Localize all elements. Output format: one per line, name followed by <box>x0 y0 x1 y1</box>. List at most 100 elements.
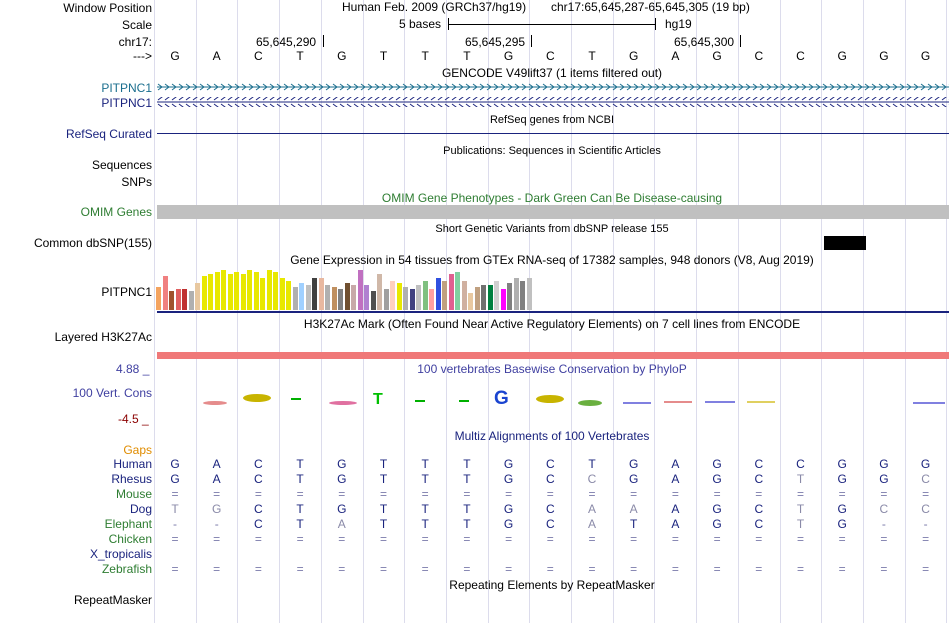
gtex-tissue-bar[interactable] <box>208 274 213 310</box>
snps-label[interactable]: SNPs <box>121 175 152 189</box>
gtex-tissue-bar[interactable] <box>416 285 421 310</box>
window-position[interactable]: chr17:65,645,287-65,645,305 (19 bp) <box>551 0 750 14</box>
dbsnp-track-title[interactable]: Short Genetic Variants from dbSNP releas… <box>435 223 669 235</box>
gencode-row-1-label[interactable]: PITPNC1 <box>101 81 152 95</box>
gtex-tissue-bar[interactable] <box>253 272 259 310</box>
gtex-tissue-bar[interactable] <box>169 291 174 310</box>
gtex-tissue-bar[interactable] <box>513 278 519 310</box>
gtex-tissue-bar[interactable] <box>247 270 252 310</box>
gtex-tissue-bar[interactable] <box>351 285 356 310</box>
species-label[interactable]: Rhesus <box>111 472 152 486</box>
gtex-tissue-bar[interactable] <box>292 287 298 310</box>
omim-track-title[interactable]: OMIM Gene Phenotypes - Dark Green Can Be… <box>381 191 723 205</box>
gtex-track-title[interactable]: Gene Expression in 54 tissues from GTEx … <box>290 253 814 267</box>
gtex-tissue-bar[interactable] <box>370 291 376 310</box>
gtex-tissue-bar[interactable] <box>526 278 532 310</box>
gencode-row-2-label[interactable]: PITPNC1 <box>101 96 152 110</box>
species-label[interactable]: Dog <box>129 502 152 516</box>
gtex-tissue-bar[interactable] <box>357 270 363 310</box>
refseq-track-title[interactable]: RefSeq genes from NCBI <box>489 114 615 126</box>
publications-track-title[interactable]: Publications: Sequences in Scientific Ar… <box>443 145 661 157</box>
phylop-label[interactable]: 100 Vert. Cons <box>72 386 152 400</box>
repeatmasker-track-title[interactable]: Repeating Elements by RepeatMasker <box>449 578 655 592</box>
species-label[interactable]: Mouse <box>115 487 152 501</box>
gtex-tissue-bar[interactable] <box>299 283 304 310</box>
h3k27ac-track-title[interactable]: H3K27Ac Mark (Often Found Near Active Re… <box>303 317 801 331</box>
gtex-tissue-bar[interactable] <box>396 283 402 310</box>
gtex-tissue-bar[interactable] <box>442 281 447 310</box>
gtex-tissue-bar[interactable] <box>325 285 330 310</box>
gencode-track-title[interactable]: GENCODE V49lift37 (1 items filtered out) <box>441 66 663 80</box>
species-label[interactable]: Elephant <box>104 517 152 531</box>
gtex-tissue-bar[interactable] <box>195 283 200 310</box>
gtex-tissue-bar[interactable] <box>422 281 428 310</box>
gtex-tissue-bar[interactable] <box>331 287 337 310</box>
gtex-tissue-bar[interactable] <box>487 285 493 310</box>
gtex-tissue-bar[interactable] <box>312 278 317 310</box>
h3k27ac-signal-bar[interactable] <box>157 352 949 359</box>
gtex-tissue-bar[interactable] <box>500 289 506 310</box>
gtex-tissue-bar[interactable] <box>221 270 226 310</box>
species-label[interactable]: X_tropicalis <box>89 547 152 561</box>
gtex-expression-bars[interactable] <box>156 268 536 310</box>
omim-label[interactable]: OMIM Genes <box>80 205 152 219</box>
gtex-tissue-bar[interactable] <box>156 287 161 310</box>
gtex-tissue-bar[interactable] <box>390 281 395 310</box>
gtex-tissue-bar[interactable] <box>344 283 350 310</box>
gtex-tissue-bar[interactable] <box>175 289 181 310</box>
gtex-tissue-bar[interactable] <box>260 278 265 310</box>
dbsnp-label[interactable]: Common dbSNP(155) <box>33 236 152 250</box>
sequences-label[interactable]: Sequences <box>91 158 152 172</box>
repeatmasker-label[interactable]: RepeatMasker <box>73 593 152 607</box>
gtex-tissue-bar[interactable] <box>182 289 187 310</box>
alignment-base: = <box>796 487 804 501</box>
tick-mark-2 <box>531 35 532 47</box>
omim-feature-bar[interactable] <box>157 205 949 219</box>
gtex-tissue-bar[interactable] <box>403 287 408 310</box>
species-label[interactable]: Chicken <box>108 532 152 546</box>
gtex-tissue-bar[interactable] <box>435 278 441 310</box>
alignment-base: = <box>254 562 262 576</box>
phylop-logo[interactable]: T G <box>157 388 949 410</box>
gtex-tissue-bar[interactable] <box>507 283 512 310</box>
gtex-tissue-bar[interactable] <box>461 281 467 310</box>
multiz-track-title[interactable]: Multiz Alignments of 100 Vertebrates <box>454 429 650 443</box>
gtex-tissue-bar[interactable] <box>188 291 194 310</box>
gtex-tissue-bar[interactable] <box>429 289 434 310</box>
gtex-tissue-bar[interactable] <box>286 281 291 310</box>
gtex-tissue-bar[interactable] <box>474 287 480 310</box>
gtex-tissue-bar[interactable] <box>520 281 525 310</box>
gtex-tissue-bar[interactable] <box>494 281 499 310</box>
gtex-tissue-bar[interactable] <box>227 274 233 310</box>
gtex-tissue-bar[interactable] <box>273 272 278 310</box>
gtex-tissue-bar[interactable] <box>338 289 343 310</box>
gtex-tissue-bar[interactable] <box>305 285 311 310</box>
species-label[interactable]: Zebrafish <box>101 562 152 576</box>
gtex-tissue-bar[interactable] <box>377 274 382 310</box>
gtex-tissue-bar[interactable] <box>318 278 324 310</box>
dbsnp-variant-block[interactable] <box>824 236 866 250</box>
gtex-tissue-bar[interactable] <box>234 272 239 310</box>
gtex-label[interactable]: PITPNC1 <box>101 285 152 299</box>
gtex-tissue-bar[interactable] <box>240 274 246 310</box>
gtex-tissue-bar[interactable] <box>214 272 220 310</box>
h3k27ac-label[interactable]: Layered H3K27Ac <box>54 330 152 344</box>
gtex-tissue-bar[interactable] <box>266 270 272 310</box>
refseq-gene-line[interactable] <box>157 133 949 134</box>
gtex-tissue-bar[interactable] <box>201 276 207 310</box>
gtex-tissue-bar[interactable] <box>364 285 369 310</box>
phylop-track-title[interactable]: 100 vertebrates Basewise Conservation by… <box>417 362 687 376</box>
gtex-tissue-bar[interactable] <box>409 289 415 310</box>
gtex-tissue-bar[interactable] <box>448 274 454 310</box>
refseq-label[interactable]: RefSeq Curated <box>65 127 152 141</box>
gtex-tissue-bar[interactable] <box>455 272 460 310</box>
gtex-tissue-bar[interactable] <box>383 289 389 310</box>
species-label[interactable]: Human <box>113 457 152 471</box>
gencode-gene-features[interactable] <box>157 82 949 110</box>
gtex-tissue-bar[interactable] <box>279 278 285 310</box>
gtex-tissue-bar[interactable] <box>481 285 486 310</box>
gtex-tissue-bar[interactable] <box>468 293 473 310</box>
gtex-tissue-bar[interactable] <box>162 276 168 310</box>
gaps-label[interactable]: Gaps <box>123 443 152 457</box>
alignment-base: C <box>254 502 263 516</box>
